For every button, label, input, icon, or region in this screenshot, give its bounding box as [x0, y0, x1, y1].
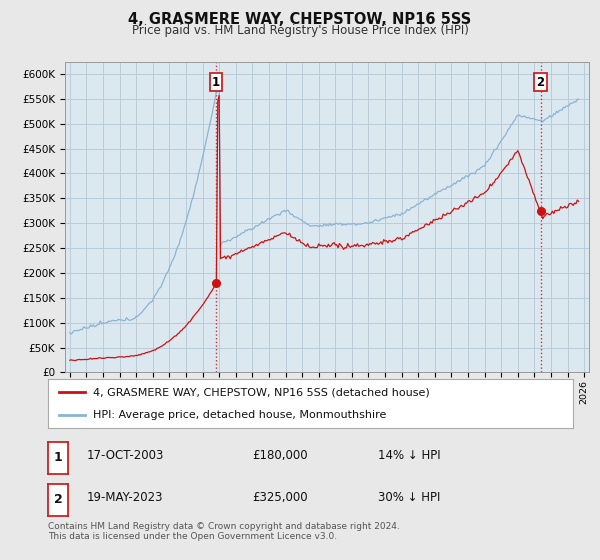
Text: 30% ↓ HPI: 30% ↓ HPI — [378, 491, 440, 504]
Text: 4, GRASMERE WAY, CHEPSTOW, NP16 5SS (detached house): 4, GRASMERE WAY, CHEPSTOW, NP16 5SS (det… — [92, 388, 430, 398]
Text: 4, GRASMERE WAY, CHEPSTOW, NP16 5SS: 4, GRASMERE WAY, CHEPSTOW, NP16 5SS — [128, 12, 472, 27]
Text: HPI: Average price, detached house, Monmouthshire: HPI: Average price, detached house, Monm… — [92, 410, 386, 420]
Text: 19-MAY-2023: 19-MAY-2023 — [87, 491, 163, 504]
Text: 1: 1 — [53, 451, 62, 464]
Text: 1: 1 — [212, 76, 220, 88]
Text: Price paid vs. HM Land Registry's House Price Index (HPI): Price paid vs. HM Land Registry's House … — [131, 24, 469, 36]
Text: 17-OCT-2003: 17-OCT-2003 — [87, 449, 164, 462]
Text: £325,000: £325,000 — [252, 491, 308, 504]
Text: Contains HM Land Registry data © Crown copyright and database right 2024.: Contains HM Land Registry data © Crown c… — [48, 522, 400, 531]
Text: This data is licensed under the Open Government Licence v3.0.: This data is licensed under the Open Gov… — [48, 532, 337, 541]
Text: 2: 2 — [53, 493, 62, 506]
Text: 14% ↓ HPI: 14% ↓ HPI — [378, 449, 440, 462]
Text: 2: 2 — [536, 76, 545, 88]
Text: £180,000: £180,000 — [252, 449, 308, 462]
